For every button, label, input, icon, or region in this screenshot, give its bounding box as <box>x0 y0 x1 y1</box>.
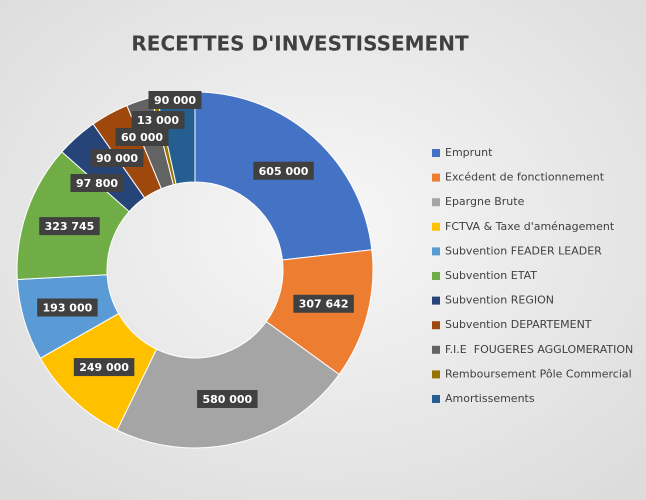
value-label-box <box>37 298 98 317</box>
donut-slice <box>116 320 340 449</box>
legend-text: F.I.E FOUGERES AGGLOMERATION <box>445 343 633 356</box>
legend-text: Subvention REGION <box>445 294 554 307</box>
value-label-box <box>90 149 144 167</box>
legend-swatch <box>432 370 440 379</box>
legend-text: Epargne Brute <box>445 195 525 208</box>
legend-text: Emprunt <box>445 146 493 159</box>
legend-text: Excédent de fonctionnement <box>445 171 605 184</box>
value-label: 193 000 <box>43 302 93 315</box>
value-label-box <box>73 358 135 377</box>
value-label: 580 000 <box>202 393 252 406</box>
legend-swatch <box>432 247 440 256</box>
value-label: 323 745 <box>45 220 95 233</box>
legend-swatch <box>432 345 440 354</box>
value-label-box <box>148 91 202 109</box>
legend-text: Subvention DEPARTEMENT <box>445 318 592 331</box>
value-label-box <box>253 161 314 180</box>
value-label: 249 000 <box>79 361 129 374</box>
value-label: 60 000 <box>121 131 163 144</box>
legend-swatch <box>432 395 440 403</box>
value-label: 13 000 <box>137 114 179 127</box>
legend-text: FCTVA & Taxe d'aménagement <box>445 220 615 233</box>
legend-swatch <box>432 222 440 231</box>
legend-text: Amortissements <box>445 392 535 405</box>
value-label: 605 000 <box>259 165 309 178</box>
legend-swatch <box>432 296 440 305</box>
value-label: 90 000 <box>96 152 138 165</box>
value-label-box <box>70 174 124 192</box>
legend-swatch <box>432 272 440 280</box>
legend-text: Remboursement Pôle Commercial <box>445 367 632 380</box>
value-label-box <box>197 390 258 409</box>
legend-text: Subvention FEADER LEADER <box>445 244 602 257</box>
value-label: 90 000 <box>154 94 196 107</box>
value-label-box <box>293 294 354 313</box>
value-label-box <box>131 111 185 129</box>
legend-swatch <box>432 321 440 330</box>
legend-swatch <box>432 198 440 207</box>
legend-swatch <box>432 149 440 157</box>
value-label: 307 642 <box>299 298 349 311</box>
value-label: 97 800 <box>76 177 118 190</box>
value-label-box <box>115 128 169 146</box>
legend-text: Subvention ETAT <box>445 269 537 282</box>
chart-title: RECETTES D'INVESTISSEMENT <box>131 32 469 56</box>
value-label-box <box>39 217 100 236</box>
legend-swatch <box>432 173 440 182</box>
